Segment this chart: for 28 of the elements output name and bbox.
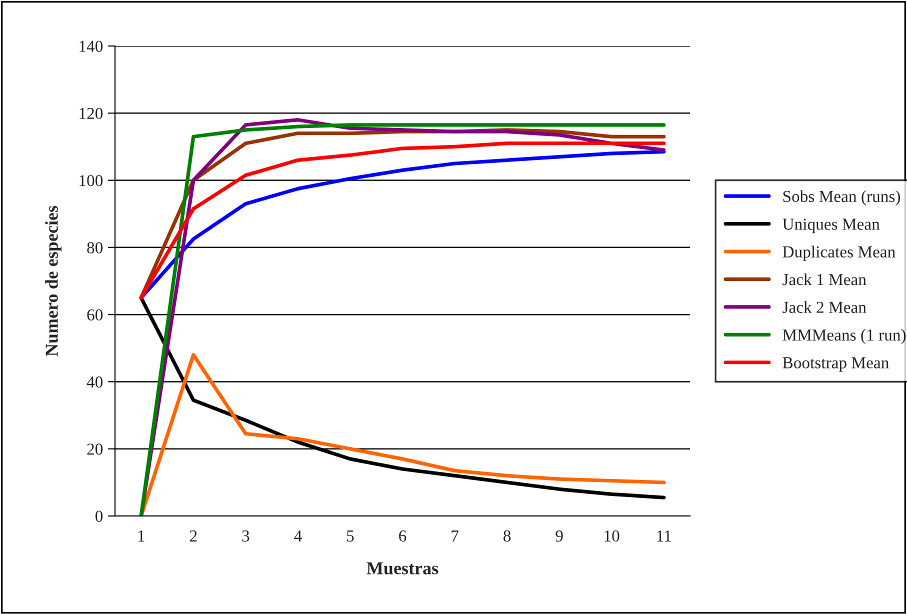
y-axis-title: Numero de especies (45, 206, 62, 356)
x-tick-label: 5 (347, 530, 354, 542)
legend-label: Duplicates Mean (782, 246, 896, 261)
y-tick-label: 100 (80, 174, 103, 186)
legend-label: Jack 1 Mean (782, 273, 866, 286)
x-tick-label: 7 (452, 530, 458, 542)
y-tick-label: 40 (86, 376, 103, 388)
y-tick-label: 80 (87, 242, 103, 254)
x-tick-label: 11 (657, 530, 671, 542)
legend-label: MMMeans (1 run) (782, 328, 906, 344)
legend-label: Sobs Mean (runs) (783, 190, 900, 206)
y-tick-label: 60 (87, 309, 103, 321)
y-tick-label: 140 (80, 40, 103, 52)
legend-label: Uniques Mean (782, 218, 880, 234)
x-tick-label: 1 (138, 530, 144, 542)
x-tick-label: 4 (294, 530, 302, 542)
y-tick-label: 20 (87, 444, 103, 455)
legend-label: Bootstrap Mean (782, 357, 889, 372)
x-tick-label: 6 (399, 530, 406, 542)
y-tick-label: 0 (95, 510, 103, 522)
x-axis-title: Muestras (366, 562, 438, 574)
x-tick-label: 8 (504, 530, 511, 542)
y-tick-label: 120 (80, 108, 103, 120)
x-tick-label: 9 (556, 530, 563, 542)
x-tick-label: 10 (604, 530, 620, 542)
x-tick-label: 2 (190, 530, 197, 542)
legend-label: Jack 2 Mean (782, 301, 866, 313)
x-tick-label: 3 (242, 530, 250, 542)
